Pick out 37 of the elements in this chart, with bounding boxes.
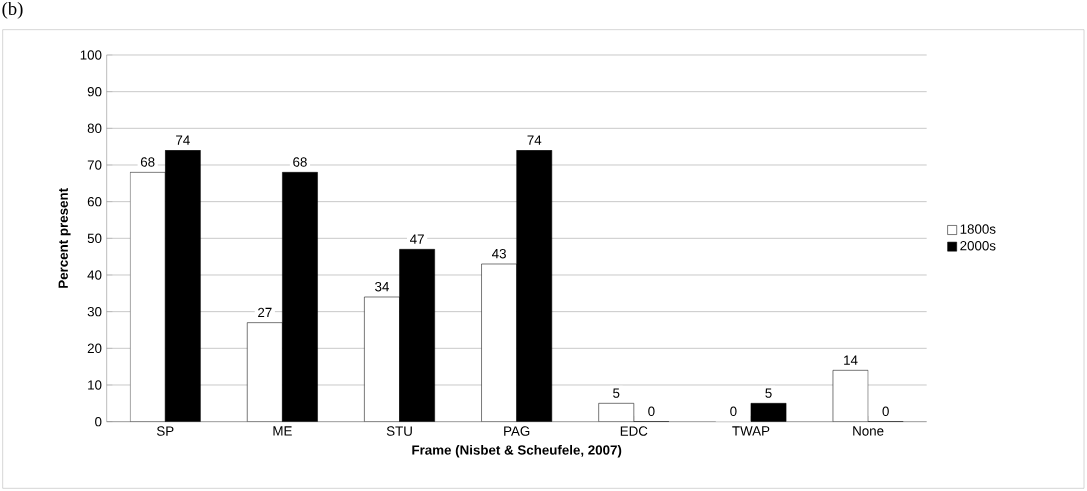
data-label: 0 xyxy=(648,406,655,417)
x-tick-label: TWAP xyxy=(732,426,770,436)
y-tick-label: 60 xyxy=(87,196,102,207)
x-tick-label: ME xyxy=(273,426,292,436)
y-tick-label: 90 xyxy=(87,86,102,97)
y-tick-label: 10 xyxy=(88,380,102,390)
data-label: 0 xyxy=(730,406,737,417)
data-label: 68 xyxy=(140,157,155,167)
data-label: 74 xyxy=(527,135,542,145)
legend-label: 1800s xyxy=(960,224,996,234)
y-axis-title: Percent present xyxy=(58,188,71,288)
y-tick-label: 100 xyxy=(80,50,102,60)
y-tick-label: 80 xyxy=(87,123,102,134)
legend-label: 2000s xyxy=(960,240,996,251)
data-label: 5 xyxy=(765,388,772,398)
data-label: 14 xyxy=(844,355,858,365)
data-label: 74 xyxy=(176,135,190,145)
data-label: 43 xyxy=(492,248,506,259)
y-tick-label: 0 xyxy=(95,416,102,427)
y-tick-label: 20 xyxy=(87,343,102,354)
x-tick-label: PAG xyxy=(504,426,530,436)
data-label: 47 xyxy=(410,234,424,244)
x-axis-title: Frame (Nisbet & Scheufele, 2007) xyxy=(412,444,622,458)
data-label: 34 xyxy=(375,281,389,292)
data-label: 27 xyxy=(258,307,272,318)
y-tick-label: 50 xyxy=(87,233,102,244)
x-tick-label: None xyxy=(853,426,884,436)
x-tick-label: EDC xyxy=(620,426,648,436)
y-tick-label: 40 xyxy=(87,270,102,280)
data-label: 68 xyxy=(293,157,307,167)
data-label: 5 xyxy=(613,388,620,398)
y-tick-label: 70 xyxy=(87,160,102,170)
x-tick-label: STU xyxy=(386,426,412,436)
x-tick-label: SP xyxy=(156,426,174,436)
data-label: 0 xyxy=(882,406,889,417)
chart-title: (b) xyxy=(2,1,23,19)
y-tick-label: 30 xyxy=(87,306,102,317)
